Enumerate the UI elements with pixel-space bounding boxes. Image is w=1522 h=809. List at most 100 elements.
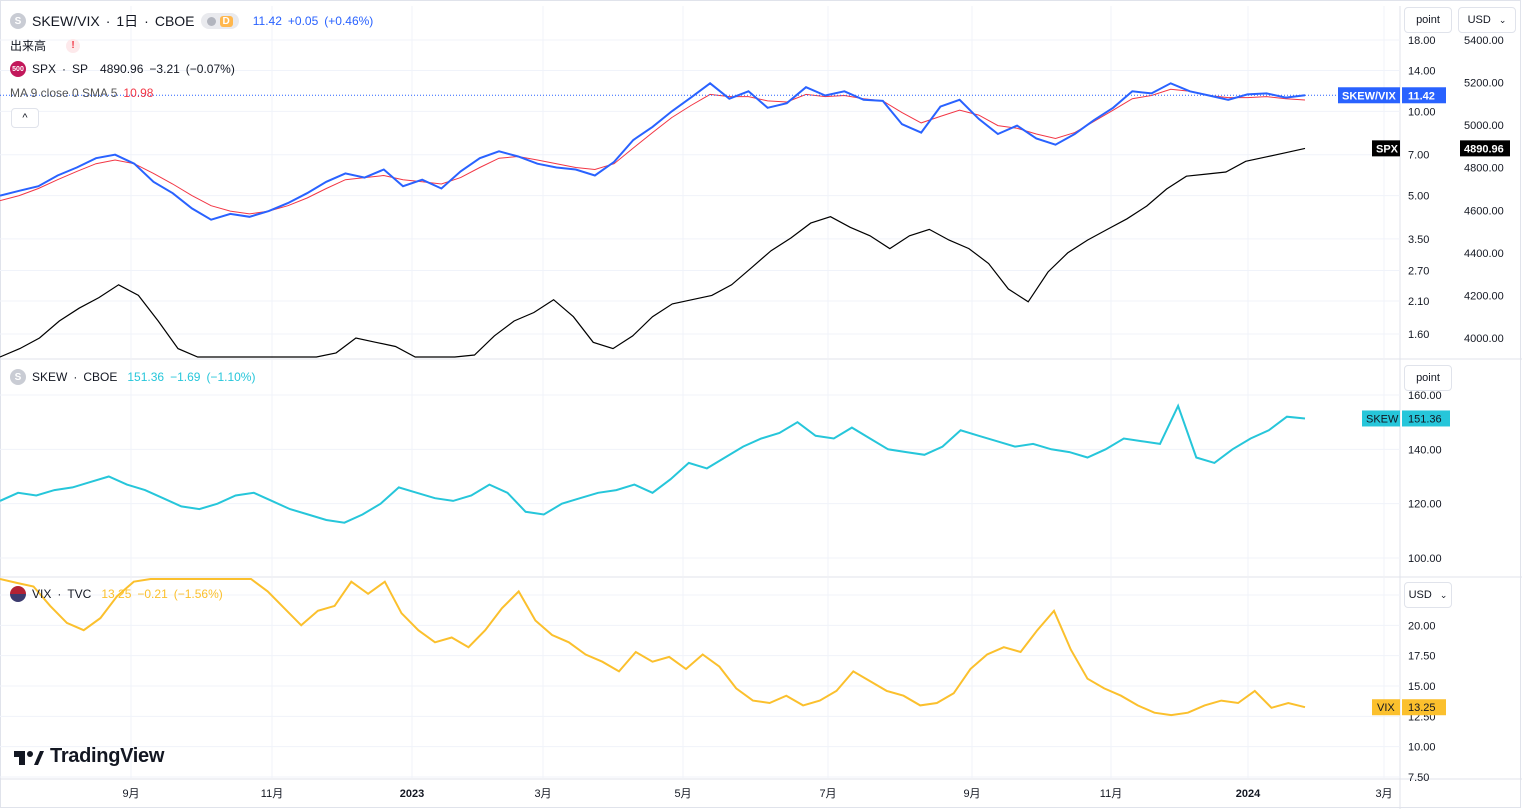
vix-change: −0.21: [137, 587, 168, 601]
ma-value: 10.98: [123, 86, 154, 100]
skew-axis-tick: 100.00: [1408, 553, 1442, 565]
currency-select[interactable]: USD ⌄: [1458, 7, 1516, 33]
ratio-line: [0, 82, 1306, 221]
volume-legend: 出来高 !: [10, 37, 81, 54]
skew-name-tag-text: SKEW: [1366, 413, 1399, 425]
sp500-logo-icon: 500: [10, 61, 26, 77]
ratio-name-tag: [1338, 87, 1400, 104]
volume-label[interactable]: 出来高: [10, 39, 47, 53]
vix-price-tag-text: 13.25: [1408, 702, 1436, 714]
dot-separator: ·: [57, 587, 62, 601]
skew-exchange: CBOE: [83, 370, 118, 384]
skew-symbol[interactable]: SKEW: [32, 370, 68, 384]
vix-exchange: TVC: [67, 587, 92, 601]
chevron-down-icon: ⌄: [1498, 14, 1507, 25]
skew-scale-mode-button[interactable]: point: [1404, 365, 1452, 391]
main-symbol[interactable]: SKEW/VIX: [32, 13, 100, 29]
main-interval[interactable]: 1日: [116, 13, 139, 29]
skew-last: 151.36: [127, 370, 165, 384]
vix-price-tag: [1402, 699, 1446, 716]
skew-change: −1.69: [170, 370, 201, 384]
time-axis-label: 5月: [674, 788, 691, 800]
skew-change-pct: (−1.10%): [206, 370, 256, 384]
pane-background: [0, 578, 1400, 778]
spx-price-tag: [1460, 140, 1510, 157]
spx-axis-tick: 4400.00: [1464, 248, 1504, 260]
spx-exchange: SP: [72, 62, 89, 76]
ratio-price-tag-text: 11.42: [1408, 90, 1435, 102]
brand-name: TradingView: [50, 745, 165, 767]
ma-legend: MA 9 close 0 SMA 5 10.98: [10, 86, 153, 100]
spx-axis-tick: 5000.00: [1464, 120, 1504, 132]
ratio-axis-tick: 14.00: [1408, 66, 1436, 78]
currency-label: USD: [1408, 589, 1432, 601]
spx-symbol[interactable]: SPX: [32, 62, 57, 76]
tradingview-logo[interactable]: TradingView: [14, 745, 164, 768]
time-axis-label: 9月: [963, 788, 980, 800]
tradingview-logo-icon: [14, 750, 44, 765]
vix-currency-select[interactable]: USD ⌄: [1404, 582, 1452, 608]
symbol-logo-icon: S: [10, 369, 26, 385]
spx-axis-tick: 5200.00: [1464, 78, 1504, 90]
spx-name-tag: [1372, 140, 1400, 157]
ratio-axis-tick: 1.60: [1408, 329, 1429, 341]
ratio-price-tag: [1402, 87, 1446, 104]
spx-change: −3.21: [149, 62, 180, 76]
spx-line: [0, 147, 1306, 358]
market-status-badge[interactable]: D: [200, 13, 239, 29]
ma-label[interactable]: MA 9 close 0 SMA 5: [10, 86, 118, 100]
time-axis-label: 2024: [1236, 788, 1261, 800]
vix-axis-tick: 7.50: [1408, 772, 1429, 784]
main-legend: S SKEW/VIX · 1日 · CBOE D 11.42 +0.05 (+0…: [10, 11, 373, 31]
vix-last: 13.25: [101, 587, 132, 601]
skew-axis-tick: 120.00: [1408, 499, 1442, 511]
skew-name-tag: [1362, 410, 1400, 427]
collapse-legend-button[interactable]: ^: [11, 108, 39, 128]
pane-background: [0, 360, 1400, 576]
vix-axis-tick: 20.00: [1408, 620, 1436, 632]
spx-axis-tick: 4200.00: [1464, 290, 1504, 302]
time-axis-label: 7月: [819, 788, 836, 800]
spx-legend: 500 SPX · SP 4890.96 −3.21 (−0.07%): [10, 61, 235, 77]
vix-axis-tick: 10.00: [1408, 742, 1436, 754]
time-axis-label: 3月: [534, 788, 551, 800]
chevron-down-icon: ⌄: [1439, 589, 1448, 600]
spx-axis-tick: 5400.00: [1464, 35, 1504, 47]
warning-icon[interactable]: !: [66, 38, 81, 53]
dot-separator: ·: [144, 13, 149, 29]
scale-mode-button[interactable]: point: [1404, 7, 1452, 33]
time-axis-label: 11月: [1100, 788, 1122, 800]
time-axis-label: 3月: [1375, 788, 1392, 800]
vix-axis-tick: 17.50: [1408, 651, 1436, 663]
main-change: +0.05: [287, 14, 319, 28]
vix-name-tag: [1372, 699, 1400, 716]
spx-name-tag-text: SPX: [1376, 143, 1399, 155]
ratio-name-tag-text: SKEW/VIX: [1342, 90, 1396, 102]
dot-separator: ·: [105, 13, 111, 29]
currency-label: USD: [1467, 14, 1491, 26]
spx-last: 4890.96: [100, 62, 144, 76]
vix-legend: VIX · TVC 13.25 −0.21 (−1.56%): [10, 586, 223, 602]
us-flag-icon: [10, 586, 26, 602]
ratio-axis-tick: 5.00: [1408, 191, 1429, 203]
main-change-pct: (+0.46%): [324, 14, 374, 28]
main-last: 11.42: [252, 14, 282, 28]
vix-line: [0, 578, 1306, 717]
spx-axis-tick: 4600.00: [1464, 205, 1504, 217]
delayed-tag: D: [219, 15, 233, 27]
main-exchange: CBOE: [154, 13, 195, 29]
spx-axis-tick: 4000.00: [1464, 333, 1504, 345]
dot-separator: ·: [73, 370, 78, 384]
spx-change-pct: (−0.07%): [185, 62, 235, 76]
skew-price-tag-text: 151.36: [1408, 413, 1442, 425]
ratio-axis-tick: 3.50: [1408, 234, 1429, 246]
time-axis-label: 11月: [261, 788, 283, 800]
ratio-axis-tick: 2.10: [1408, 296, 1429, 308]
symbol-logo-icon: S: [10, 13, 26, 29]
skew-legend: S SKEW · CBOE 151.36 −1.69 (−1.10%): [10, 369, 255, 385]
vix-symbol[interactable]: VIX: [32, 587, 52, 601]
skew-axis-tick: 160.00: [1408, 390, 1442, 402]
skew-line: [0, 403, 1306, 524]
